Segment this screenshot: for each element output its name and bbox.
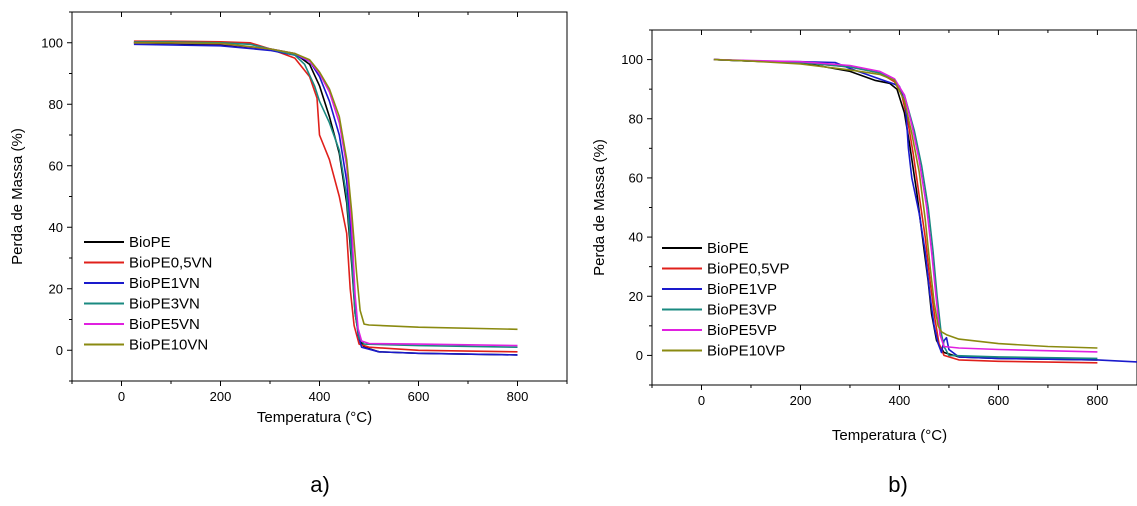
legend-label: BioPE0,5VN — [129, 255, 212, 272]
x-tick-label: 600 — [988, 393, 1010, 408]
series-line-biope10vp — [713, 58, 1098, 349]
y-tick-label: 20 — [629, 289, 643, 304]
y-tick-label: 60 — [629, 170, 643, 185]
series-line-biope1vn — [133, 43, 518, 356]
x-axis-title: Temperatura (°C) — [832, 427, 947, 444]
legend-label: BioPE3VP — [707, 302, 777, 319]
x-tick-label: 400 — [309, 389, 331, 404]
y-axis-title: Perda de Massa (%) — [9, 128, 26, 265]
y-tick-label: 0 — [56, 343, 63, 358]
legend-label: BioPE1VP — [707, 281, 777, 298]
x-tick-label: 800 — [507, 389, 529, 404]
x-tick-label: 800 — [1087, 393, 1109, 408]
y-tick-label: 40 — [629, 230, 643, 245]
x-tick-label: 200 — [790, 393, 812, 408]
legend-label: BioPE3VN — [129, 296, 200, 313]
legend-label: BioPE10VN — [129, 337, 208, 354]
y-tick-label: 100 — [621, 52, 643, 67]
legend-label: BioPE — [707, 240, 749, 257]
x-tick-label: 0 — [698, 393, 705, 408]
panel-label: a) — [310, 472, 330, 497]
chart-panel-1: 0 200 400 600 800 0 20 40 60 80 100 Temperatura (°C… — [9, 11, 568, 497]
legend-label: BioPE1VN — [129, 275, 200, 292]
y-tick-label: 20 — [49, 281, 63, 296]
x-tick-label: 0 — [118, 389, 125, 404]
series-group — [713, 58, 1137, 364]
x-tick-label: 400 — [889, 393, 911, 408]
x-tick-label: 600 — [408, 389, 430, 404]
x-tick-label: 200 — [210, 389, 232, 404]
y-tick-label: 80 — [629, 111, 643, 126]
y-tick-label: 60 — [49, 158, 63, 173]
legend-label: BioPE — [129, 234, 171, 251]
y-tick-label: 0 — [636, 348, 643, 363]
y-axis-title: Perda de Massa (%) — [591, 139, 608, 276]
series-line-biope5vp — [713, 58, 1098, 353]
series-line-biope10vn — [133, 42, 518, 331]
legend-label: BioPE10VP — [707, 343, 785, 360]
x-axis-title: Temperatura (°C) — [257, 409, 372, 426]
series-line-biope — [713, 58, 1098, 361]
series-group — [133, 40, 518, 356]
legend-label: BioPE5VP — [707, 322, 777, 339]
chart-panel-2: 0 200 400 600 800 0 20 40 60 80 100 Temperatura (°C… — [591, 29, 1137, 497]
panel-label: b) — [888, 472, 908, 497]
y-tick-label: 40 — [49, 220, 63, 235]
y-tick-label: 100 — [41, 35, 63, 50]
legend-label: BioPE5VN — [129, 316, 200, 333]
series-line-biope1vp — [713, 58, 1137, 363]
legend-label: BioPE0,5VP — [707, 261, 790, 278]
series-line-biope3vp — [713, 58, 1098, 360]
series-line-biope3vn — [133, 41, 518, 348]
y-tick-label: 80 — [49, 97, 63, 112]
